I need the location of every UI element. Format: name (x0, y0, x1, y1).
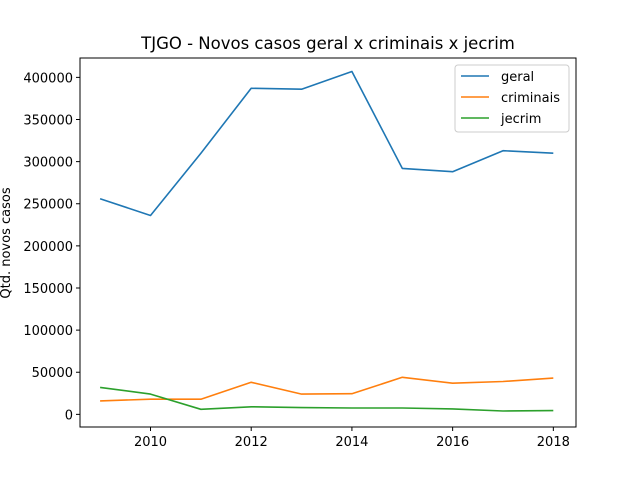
series-line-jecrim (99, 386, 554, 412)
legend: geral criminais jecrim (454, 64, 570, 133)
legend-box (454, 64, 570, 133)
chart-title: TJGO - Novos casos geral x criminais x j… (140, 34, 515, 53)
y-tick-label: 50000 (32, 366, 73, 381)
y-tick-label: 150000 (23, 282, 73, 297)
y-tick-label: 0 (65, 408, 73, 423)
legend-label-jecrim: jecrim (500, 112, 541, 127)
y-tick-label: 250000 (23, 198, 73, 213)
x-tick-label: 2012 (235, 435, 268, 450)
y-tick-label: 400000 (23, 71, 73, 86)
x-tick-label: 2014 (335, 435, 368, 450)
x-tick-label: 2018 (537, 435, 570, 450)
y-tick-label: 300000 (23, 156, 73, 171)
y-tick-label: 350000 (23, 114, 73, 129)
y-tick-label: 200000 (23, 240, 73, 255)
series-line-criminais (100, 376, 554, 402)
plot-frame (79, 57, 577, 428)
x-tick-label: 2016 (436, 435, 469, 450)
plot-area (99, 70, 554, 412)
y-tick-label: 100000 (23, 324, 73, 339)
legend-label-criminais: criminais (501, 91, 560, 106)
y-axis-label: Qtd. novos casos (0, 187, 14, 298)
legend-label-geral: geral (501, 70, 534, 85)
x-tick-label: 2010 (134, 435, 167, 450)
series-line-geral (99, 70, 554, 217)
